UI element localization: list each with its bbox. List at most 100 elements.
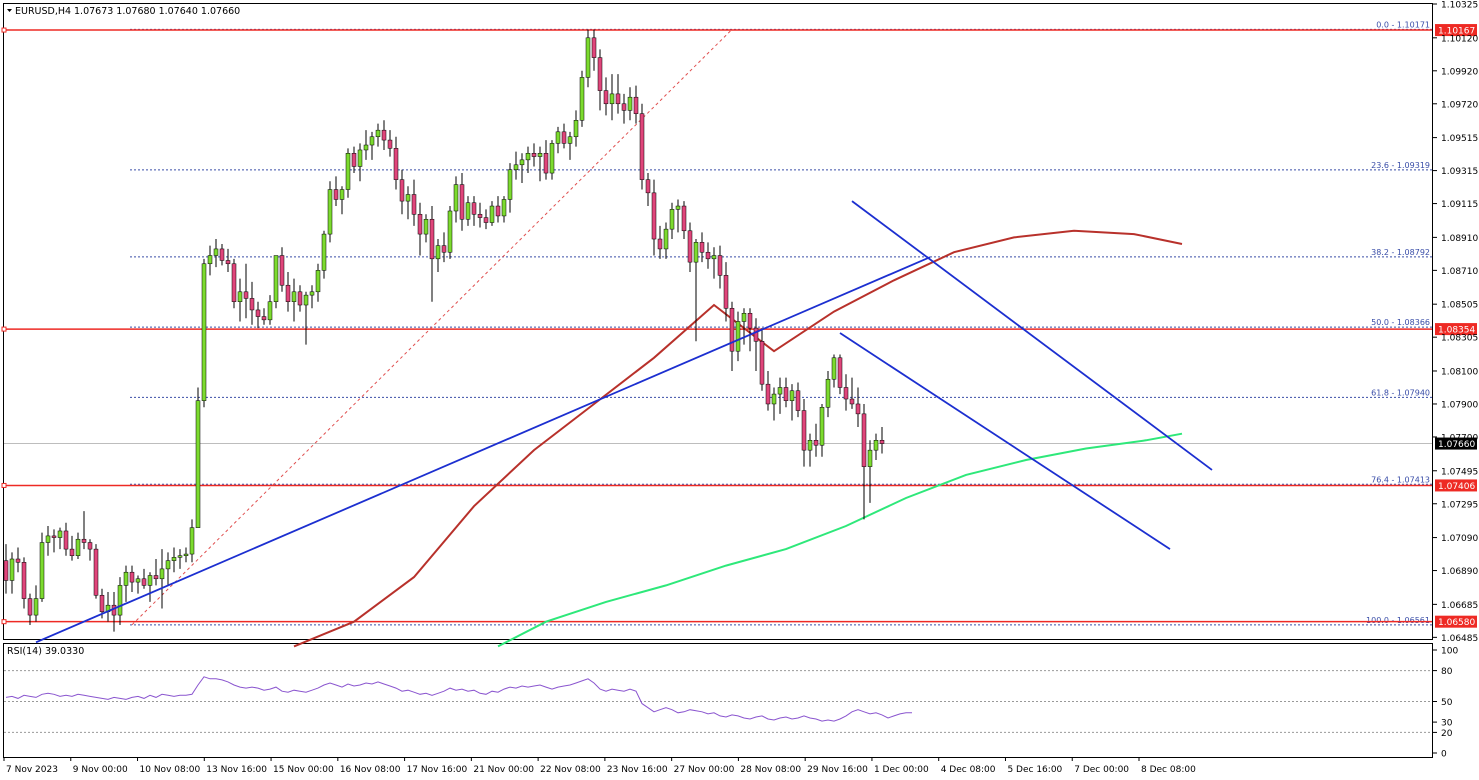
- rsi-tick-label: 20: [1441, 729, 1453, 739]
- candle-body: [123, 571, 129, 586]
- price-line-value: 1.10167: [1438, 27, 1475, 37]
- price-line-handle[interactable]: [1, 482, 7, 488]
- candle: [129, 565, 135, 592]
- candle-body: [237, 291, 243, 302]
- candle-body: [765, 383, 771, 405]
- candle: [117, 577, 123, 625]
- rsi-panel: [3, 643, 1433, 758]
- candle: [729, 301, 735, 371]
- candle: [633, 85, 639, 124]
- price-tick-label: 1.06890: [1441, 567, 1478, 577]
- candle-body: [285, 284, 291, 302]
- candle: [615, 74, 621, 114]
- candle-body: [837, 357, 843, 388]
- candle-body: [171, 557, 177, 561]
- candle: [867, 440, 873, 503]
- candle: [9, 552, 15, 594]
- fib-level-label: 61.8 - 1.07940: [1371, 388, 1430, 397]
- candle: [483, 209, 489, 230]
- candle-body: [789, 390, 795, 401]
- candle-body: [429, 218, 435, 260]
- candle-body: [447, 210, 453, 253]
- price-line-handle[interactable]: [1, 326, 7, 332]
- candle-body: [243, 291, 249, 299]
- candle-body: [441, 245, 447, 253]
- fib-anchor[interactable]: [131, 29, 733, 626]
- candle: [237, 278, 243, 322]
- time-tick-label: 9 Nov 00:00: [73, 765, 128, 775]
- price-line-handle[interactable]: [1, 27, 7, 33]
- candle: [399, 169, 405, 215]
- candle: [309, 285, 315, 309]
- candle: [579, 70, 585, 127]
- trendline[interactable]: [839, 332, 1171, 550]
- candle-body: [759, 341, 765, 385]
- candle-body: [393, 148, 399, 180]
- candle: [819, 403, 825, 457]
- candle: [255, 301, 261, 329]
- candle-body: [747, 313, 753, 329]
- fib-level-label: 0.0 - 1.10171: [1376, 20, 1430, 29]
- candle-body: [45, 535, 51, 543]
- candle-body: [717, 255, 723, 276]
- candle: [453, 176, 459, 223]
- candle-body: [99, 595, 105, 613]
- candle-body: [729, 308, 735, 352]
- candle: [831, 354, 837, 388]
- candle-body: [525, 153, 531, 161]
- candle-body: [195, 400, 201, 528]
- candle-body: [531, 153, 537, 157]
- candle-body: [33, 598, 39, 616]
- candle: [771, 387, 777, 421]
- candle: [345, 148, 351, 198]
- candle-body: [387, 139, 393, 149]
- candle-body: [87, 542, 93, 550]
- candle: [621, 93, 627, 124]
- candle: [777, 377, 783, 414]
- candle-body: [639, 113, 645, 180]
- candle: [357, 143, 363, 182]
- candle-body: [855, 403, 861, 415]
- candle-body: [687, 230, 693, 263]
- candle: [639, 103, 645, 190]
- candle-body: [351, 153, 357, 167]
- candle: [687, 222, 693, 273]
- candle-body: [381, 129, 387, 141]
- candle: [711, 247, 717, 279]
- candle: [243, 263, 249, 319]
- time-tick-label: 29 Nov 16:00: [807, 765, 868, 775]
- candle: [531, 143, 537, 167]
- price-line-value: 1.07406: [1438, 482, 1475, 492]
- trendline[interactable]: [851, 200, 1213, 471]
- candle: [513, 151, 519, 180]
- candle-body: [117, 585, 123, 616]
- candle: [183, 547, 189, 563]
- fib-level-label: 100.0 - 1.06561: [1366, 616, 1430, 625]
- candle: [279, 247, 285, 292]
- price-line-handle[interactable]: [1, 619, 7, 625]
- candle: [267, 295, 273, 325]
- candle: [591, 29, 597, 71]
- candle: [159, 549, 165, 609]
- candle-body: [213, 248, 219, 256]
- candle-body: [81, 538, 87, 543]
- price-tick-label: 1.08100: [1441, 367, 1478, 377]
- price-tick-label: 1.08710: [1441, 267, 1478, 277]
- candle-body: [585, 37, 591, 78]
- candle-body: [249, 298, 255, 311]
- candle: [411, 179, 417, 226]
- candle-body: [255, 309, 261, 317]
- time-tick-label: 1 Dec 00:00: [874, 765, 929, 775]
- candle-body: [93, 548, 99, 596]
- price-line-box: [1435, 24, 1477, 37]
- dropdown-arrow-icon[interactable]: [7, 9, 12, 12]
- candle: [393, 136, 399, 190]
- candle: [543, 140, 549, 180]
- fib-level-label: 38.2 - 1.08792: [1371, 248, 1430, 257]
- candle: [495, 196, 501, 223]
- trendline[interactable]: [35, 256, 931, 644]
- candle: [207, 245, 213, 276]
- header: EURUSD,H4 1.07673 1.07680 1.07640 1.0766…: [7, 6, 240, 17]
- candle: [45, 526, 51, 556]
- candle: [15, 547, 21, 573]
